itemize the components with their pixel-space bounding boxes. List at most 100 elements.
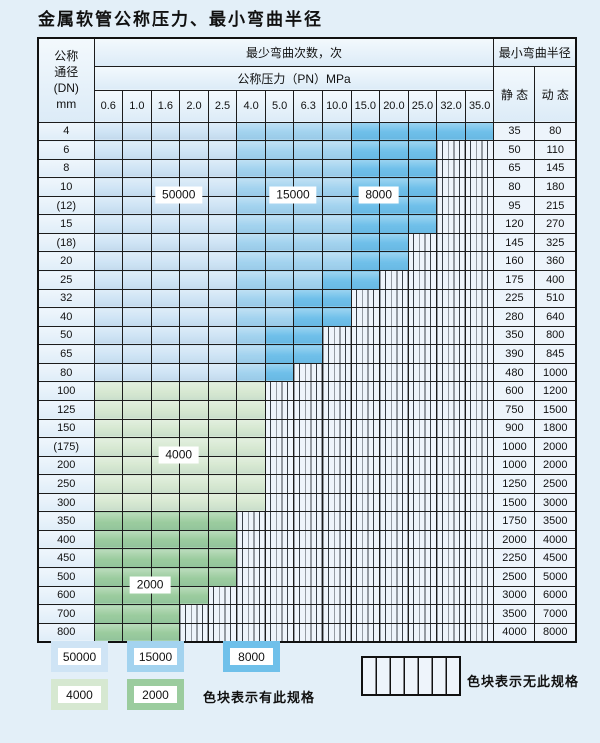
legend-no-spec-text: 色块表示无此规格 [467, 674, 580, 689]
spec-cell-available [93, 455, 124, 476]
static-radius-cell: 1500 [493, 492, 536, 513]
spec-cell-available [93, 177, 124, 197]
spec-cell-available [236, 214, 266, 234]
spec-cell-available [179, 585, 209, 606]
spec-cell-available [350, 251, 381, 271]
spec-cell-available [379, 232, 409, 253]
spec-cell-available [150, 362, 181, 383]
spec-cell-available [122, 232, 152, 253]
spec-cell-unavailable [379, 437, 409, 457]
spec-cell-unavailable [350, 381, 381, 401]
pressure-column-label: 35.0 [464, 89, 495, 123]
spec-cell-unavailable [464, 474, 495, 494]
table-row: 400 2000 4000 [37, 529, 577, 550]
spec-cell-available [122, 437, 152, 457]
spec-cell-available [122, 195, 152, 216]
spec-cell-available [150, 418, 181, 439]
spec-cell-available [407, 177, 438, 197]
spec-cell-available [179, 232, 209, 253]
spec-cell-unavailable [464, 604, 495, 624]
spec-cell-unavailable [407, 344, 438, 364]
spec-cell-unavailable [436, 529, 466, 550]
spec-cell-unavailable [236, 622, 266, 643]
static-radius-cell: 900 [493, 418, 536, 439]
table-row: 80 480 1000 [37, 362, 577, 383]
spec-cell-available [150, 529, 181, 550]
spec-cell-available [264, 307, 295, 327]
spec-cell-available [122, 622, 152, 643]
spec-cell-available [293, 325, 323, 346]
spec-cell-unavailable [379, 548, 409, 568]
spec-cell-unavailable [350, 585, 381, 606]
spec-cell-unavailable [350, 622, 381, 643]
spec-cell-available [150, 121, 181, 142]
spec-cell-available [93, 214, 124, 234]
spec-cell-available [93, 381, 124, 401]
cycle-count-label: 8000 [358, 186, 400, 204]
spec-cell-unavailable [322, 511, 352, 531]
spec-cell-available [236, 288, 266, 309]
spec-cell-unavailable [350, 399, 381, 420]
spec-cell-available [407, 158, 438, 179]
spec-cell-available [93, 140, 124, 160]
spec-cell-available [379, 121, 409, 142]
dn-header-line: (DN) [53, 81, 79, 96]
legend-has-spec-text: 色块表示有此规格 [203, 690, 316, 705]
spec-cell-available [407, 140, 438, 160]
table-row: 40 280 640 [37, 307, 577, 327]
spec-cell-available [207, 399, 238, 420]
pressure-column-label: 2.5 [207, 89, 238, 123]
spec-cell-available [93, 548, 124, 568]
static-radius-cell: 35 [493, 121, 536, 142]
spec-cell-available [322, 177, 352, 197]
spec-cell-available [407, 195, 438, 216]
spec-cell-available [93, 270, 124, 290]
spec-cell-available [207, 214, 238, 234]
spec-cell-unavailable [379, 307, 409, 327]
spec-cell-available [264, 158, 295, 179]
dynamic-radius-cell: 1000 [534, 362, 577, 383]
spec-cell-available [150, 344, 181, 364]
spec-cell-unavailable [236, 604, 266, 624]
static-radius-cell: 2250 [493, 548, 536, 568]
spec-cell-available [93, 399, 124, 420]
spec-cell-available [236, 251, 266, 271]
dynamic-radius-cell: 2000 [534, 455, 577, 476]
spec-cell-unavailable [436, 195, 466, 216]
spec-cell-available [150, 548, 181, 568]
spec-cell-available [293, 270, 323, 290]
spec-cell-available [207, 418, 238, 439]
spec-cell-unavailable [436, 622, 466, 643]
static-radius-cell: 2000 [493, 529, 536, 550]
spec-cell-available [264, 270, 295, 290]
static-radius-cell: 1750 [493, 511, 536, 531]
spec-cell-unavailable [436, 455, 466, 476]
pressure-column-label: 4.0 [236, 89, 266, 123]
spec-cell-available [179, 567, 209, 587]
spec-cell-available [179, 121, 209, 142]
spec-cell-available [236, 195, 266, 216]
spec-cell-available [236, 344, 266, 364]
spec-cell-unavailable [407, 307, 438, 327]
spec-cell-unavailable [436, 307, 466, 327]
dn-cell: (12) [37, 195, 95, 216]
spec-cell-available [150, 622, 181, 643]
spec-cell-available [207, 270, 238, 290]
cycle-count-label: 4000 [158, 446, 200, 464]
spec-cell-available [122, 511, 152, 531]
spec-cell-unavailable [207, 622, 238, 643]
spec-table: 公称 通径 (DN) mm 最少弯曲次数，次 最小弯曲半径 公称压力（PN）MPa 静… [37, 37, 577, 643]
spec-cell-available [93, 362, 124, 383]
spec-cell-available [264, 325, 295, 346]
spec-cell-available [293, 288, 323, 309]
spec-cell-available [122, 474, 152, 494]
spec-cell-unavailable [379, 418, 409, 439]
spec-cell-unavailable [293, 474, 323, 494]
dn-header-line: 通径 [54, 65, 79, 80]
spec-cell-available [122, 251, 152, 271]
spec-cell-available [179, 140, 209, 160]
spec-cell-available [150, 474, 181, 494]
spec-cell-available [207, 567, 238, 587]
spec-cell-available [322, 288, 352, 309]
spec-cell-unavailable [350, 288, 381, 309]
